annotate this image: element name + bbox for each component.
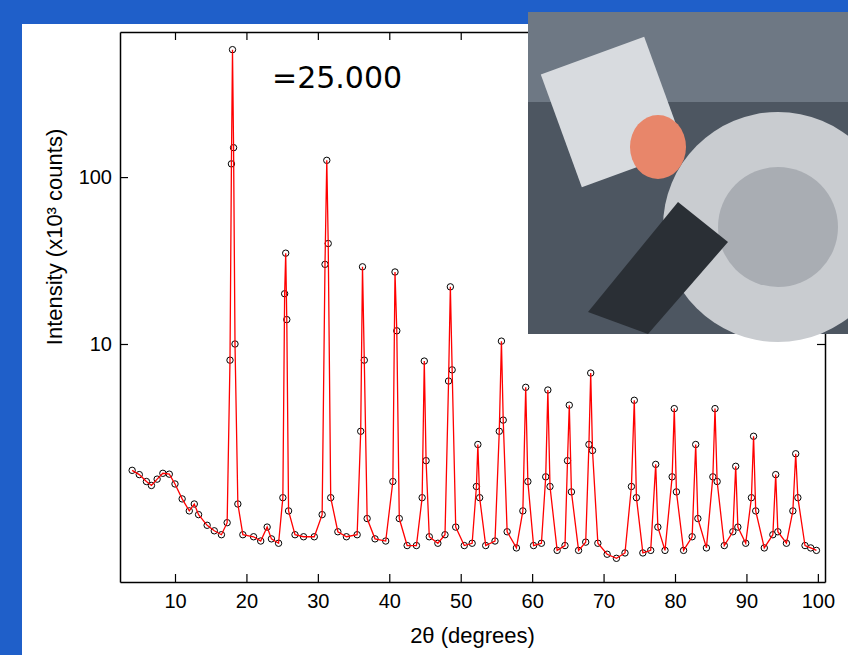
background [0,0,848,655]
annotation: =25.000 [272,60,402,95]
axis-line [121,582,826,584]
tick-mark [318,32,319,40]
tick-mark [318,574,319,582]
tick-mark [120,177,128,178]
tick [318,32,319,40]
tick-mark [746,574,747,582]
photo-sample [630,115,686,179]
tick-label: 70 [593,590,615,612]
tick-label: 40 [379,590,401,612]
x-axis-title: 2θ (degrees) [410,623,535,648]
tick-mark [818,574,819,582]
tick-mark [389,32,390,40]
tick-label: 100 [802,590,835,612]
tick: 40 [379,574,401,612]
tick-label: 10 [90,333,112,355]
tick-label: 80 [664,590,686,612]
tick: 30 [307,574,329,612]
tick: 10 [90,333,128,355]
tick [246,32,247,40]
tick-label: 50 [450,590,472,612]
tick: 20 [236,574,258,612]
y-axis: 10 100 [79,33,128,583]
tick-mark [246,32,247,40]
tick-label: 100 [79,166,112,188]
photo-drum-core [718,167,838,287]
tick [175,32,176,40]
tick: 90 [736,574,758,612]
tick: 100 [802,574,835,612]
tick-mark [120,344,128,345]
tick: 100 [79,166,128,188]
tick-mark [675,574,676,582]
tick-label: 30 [307,590,329,612]
axis-line [120,33,122,583]
tick [817,344,825,345]
tick-mark [175,32,176,40]
photo-box [541,37,685,187]
tick-mark [532,574,533,582]
y-axis-title: Intensity (x10³ counts) [42,129,67,345]
photo-arm [588,202,728,334]
chart: 10 20 30 40 50 60 70 80 90 100 10 100 2θ (degrees) In… [0,0,848,655]
tick: 60 [522,574,544,612]
tick [461,32,462,40]
tick: 10 [164,574,186,612]
tick-label: 10 [164,590,186,612]
inset-photo [528,12,848,342]
tick: 70 [593,574,615,612]
tick-label: 90 [736,590,758,612]
tick-mark [175,574,176,582]
tick-label: 60 [522,590,544,612]
tick-mark [817,344,825,345]
tick-mark [603,574,604,582]
tick [389,32,390,40]
tick-mark [461,32,462,40]
tick-mark [461,574,462,582]
tick: 80 [664,574,686,612]
tick-mark [389,574,390,582]
x-axis: 10 20 30 40 50 60 70 80 90 100 [121,574,836,612]
tick-mark [246,574,247,582]
tick-label: 20 [236,590,258,612]
tick: 50 [450,574,472,612]
